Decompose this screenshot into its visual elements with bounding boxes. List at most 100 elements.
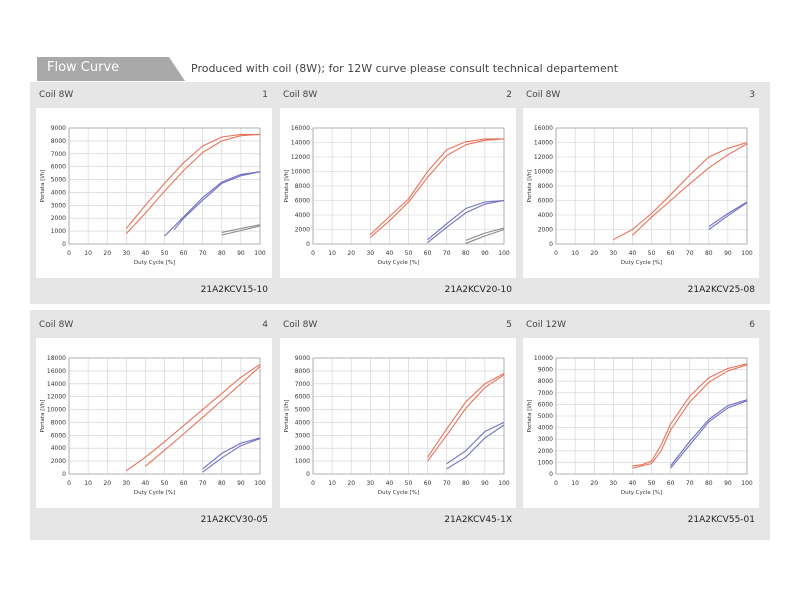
y-axis-label: Portata [l/h] [284,170,290,203]
y-tick-label: 3000 [538,436,553,443]
x-tick-label: 90 [237,480,245,487]
x-tick-label: 20 [347,250,355,257]
y-tick-label: 4000 [51,189,66,196]
x-tick-label: 40 [629,250,637,257]
y-tick-label: 12000 [47,394,66,401]
x-tick-label: 90 [481,480,489,487]
y-tick-label: 10000 [291,169,310,176]
x-tick-label: 50 [161,250,169,257]
x-tick-label: 60 [180,250,188,257]
y-tick-label: 9000 [51,125,66,132]
panel-number: 2 [506,90,512,100]
y-tick-label: 7000 [51,151,66,158]
x-tick-label: 60 [180,480,188,487]
panel-number: 5 [506,320,512,330]
y-tick-label: 2000 [295,227,310,234]
flow-chart: 0 2000 4000 6000 8000 10000 12000 14000 16000 0 10… [527,125,753,266]
plot-area: 0 1000 2000 3000 4000 5000 6000 7000 8000 9000 0 10… [36,108,272,278]
x-tick-label: 60 [667,480,675,487]
x-tick-label: 0 [554,250,558,257]
model-label: 21A2KCV45-1X [444,515,512,525]
series-line-red-1 [125,133,261,235]
x-tick-label: 70 [199,250,207,257]
x-tick-label: 100 [254,480,266,487]
y-tick-label: 2000 [295,445,310,452]
y-tick-label: 8000 [295,368,310,375]
model-label: 21A2KCV15-10 [200,285,268,295]
y-tick-label: 18000 [47,355,66,362]
plot-area: 0 1000 2000 3000 4000 5000 6000 7000 8000 9000 0 10… [280,338,516,508]
series-line-blue-3 [173,171,261,231]
x-tick-label: 80 [462,250,470,257]
x-tick-label: 20 [103,250,111,257]
x-tick-label: 50 [648,250,656,257]
flow-chart: 0 2000 4000 6000 8000 10000 12000 14000 16000 180… [40,355,266,496]
plot-frame [68,127,261,245]
y-tick-label: 14000 [291,140,310,147]
series-line-red-0 [369,138,504,235]
x-tick-label: 90 [237,250,245,257]
y-tick-label: 1000 [538,459,553,466]
x-tick-label: 10 [84,250,92,257]
y-tick-label: 16000 [534,125,553,132]
y-tick-label: 4000 [295,419,310,426]
series-line-red-1 [369,138,505,238]
x-tick-label: 40 [142,480,150,487]
x-tick-label: 90 [724,480,732,487]
series-line-red-1 [632,364,748,469]
series-line-red-1 [632,143,748,236]
series-line-red-0 [125,363,261,472]
y-tick-label: 5000 [51,177,66,184]
y-tick-label: 0 [306,471,310,478]
y-tick-label: 12000 [291,154,310,161]
y-tick-label: 14000 [534,140,553,147]
series-line-blue-3 [446,424,505,470]
x-axis-label: Duty Cycle [%] [378,260,419,266]
coil-label: Coil 8W [283,90,318,100]
plot-frame [68,357,261,475]
x-tick-label: 10 [571,250,579,257]
x-tick-label: 70 [686,250,694,257]
x-tick-label: 80 [705,480,713,487]
y-tick-label: 6000 [295,198,310,205]
y-tick-label: 0 [62,471,66,478]
flow-chart: 0 2000 4000 6000 8000 10000 12000 14000 16000 0 10… [284,125,510,266]
x-tick-label: 0 [67,250,71,257]
coil-label: Coil 8W [39,90,74,100]
y-tick-label: 2000 [51,458,66,465]
y-tick-label: 6000 [538,198,553,205]
y-axis-label: Portata [l/h] [40,170,46,203]
x-tick-label: 0 [311,250,315,257]
y-axis-label: Portata [l/h] [527,170,533,203]
series-line-blue-3 [708,202,748,230]
model-label: 21A2KCV55-01 [687,515,755,525]
y-tick-label: 6000 [538,401,553,408]
series-line-blue-2 [202,437,261,470]
x-tick-label: 80 [705,250,713,257]
x-tick-label: 70 [443,250,451,257]
x-tick-label: 50 [648,480,656,487]
series-line-red-0 [632,363,748,467]
y-tick-label: 6000 [51,164,66,171]
y-tick-label: 0 [306,241,310,248]
x-tick-label: 20 [347,480,355,487]
y-tick-label: 0 [62,241,66,248]
x-tick-label: 100 [498,250,510,257]
flow-chart: 0 1000 2000 3000 4000 5000 6000 7000 8000 9000 0 10… [284,355,510,496]
y-tick-label: 2000 [538,227,553,234]
y-tick-label: 8000 [295,183,310,190]
x-tick-label: 40 [629,480,637,487]
x-tick-label: 20 [590,480,598,487]
panel-number: 1 [262,90,268,100]
x-tick-label: 10 [328,480,336,487]
y-tick-label: 6000 [295,394,310,401]
x-tick-label: 30 [122,480,130,487]
x-tick-label: 30 [609,250,617,257]
y-tick-label: 12000 [534,154,553,161]
flow-chart: 0100020003000400050006000700080009000100… [527,355,753,496]
series-line-blue-2 [446,421,505,465]
series-line-blue-3 [202,438,261,473]
y-axis-label: Portata [l/h] [284,400,290,433]
y-tick-label: 4000 [51,445,66,452]
x-tick-label: 70 [686,480,694,487]
